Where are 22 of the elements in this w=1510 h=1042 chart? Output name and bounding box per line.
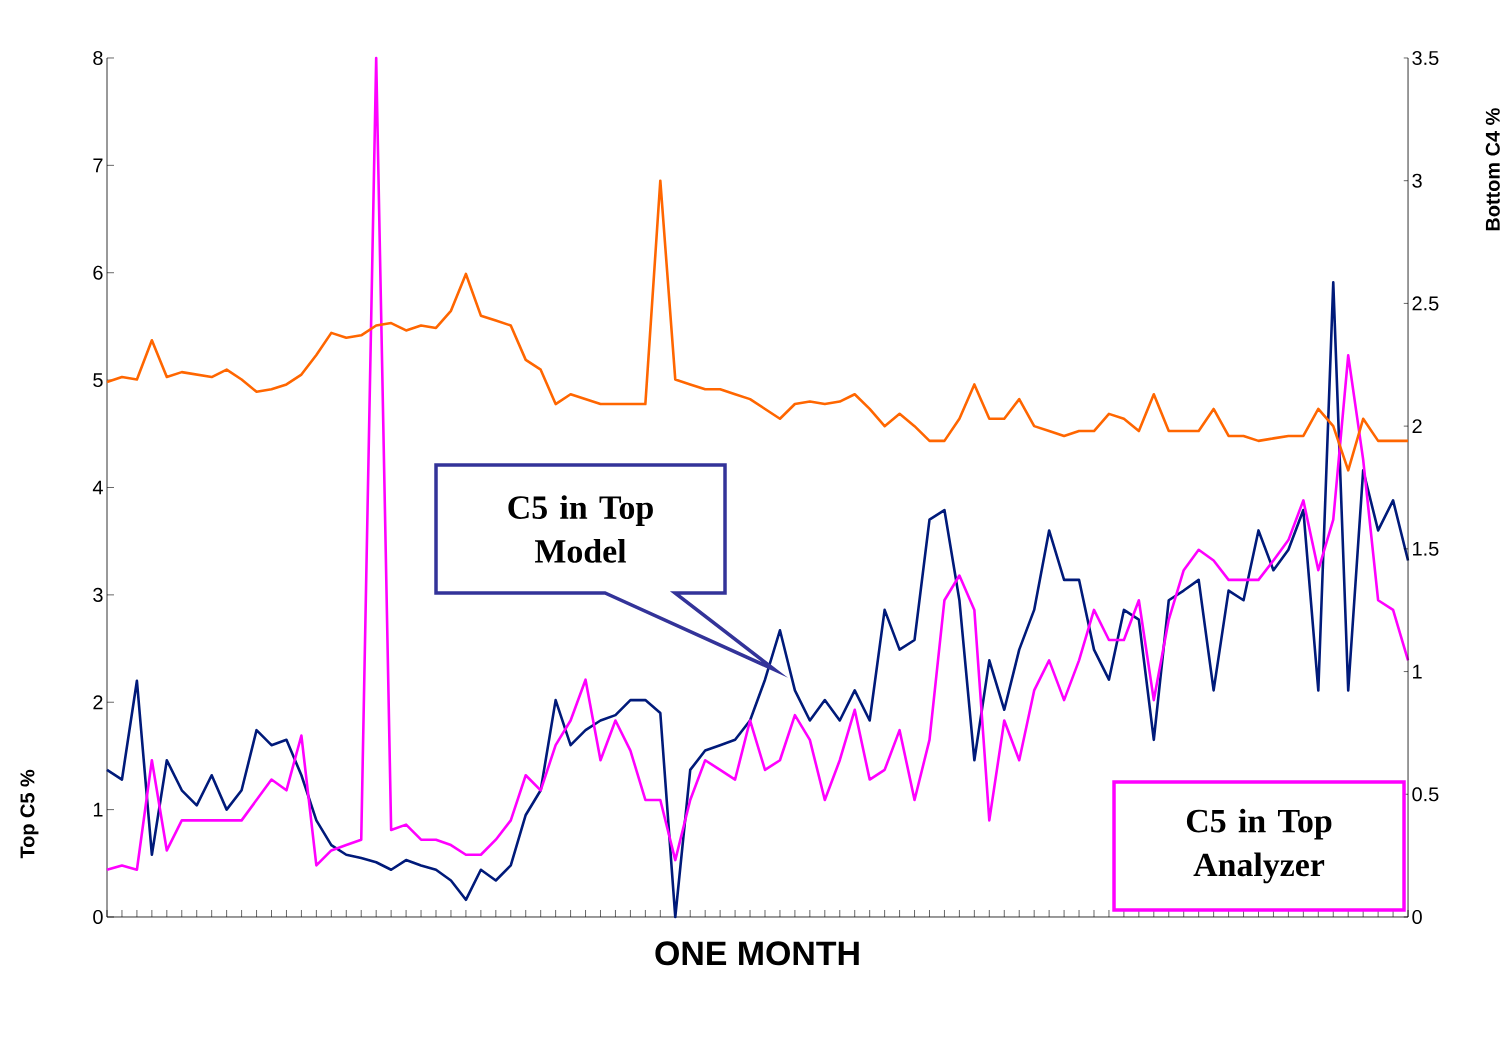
- annotation: C5 in Top Model: [508, 495, 653, 563]
- y2-tick-label: 3: [1412, 173, 1422, 188]
- y2-tick-label: 1.5: [1413, 541, 1439, 556]
- y2-tick-label: 3.5: [1412, 50, 1439, 66]
- y2-tick-label: 1: [1413, 664, 1422, 679]
- y-tick-label: 2: [93, 695, 103, 710]
- y-tick-label: 4: [92, 480, 103, 495]
- y-tick-label: 0: [93, 909, 103, 925]
- y2-axis-title: Bottom C4 %: [1485, 108, 1500, 231]
- y-tick-label: 3: [93, 587, 103, 602]
- y-tick-label: 5: [93, 373, 103, 388]
- y2-tick-label: 0: [1412, 909, 1422, 925]
- y2-tick-label: 0.5: [1412, 787, 1439, 802]
- y-tick-label: 8: [93, 50, 103, 66]
- annotation: C5 in Top Analyzer: [1186, 808, 1332, 884]
- y-tick-label: 7: [93, 158, 103, 173]
- x-axis-title: ONE MONTH: [655, 941, 859, 966]
- y-tick-label: 1: [93, 802, 103, 817]
- y2-tick-label: 2: [1412, 419, 1422, 434]
- y-axis-title: Top C5 %: [20, 769, 39, 859]
- y-tick-label: 6: [93, 265, 103, 280]
- y2-tick-label: 2.5: [1412, 296, 1439, 311]
